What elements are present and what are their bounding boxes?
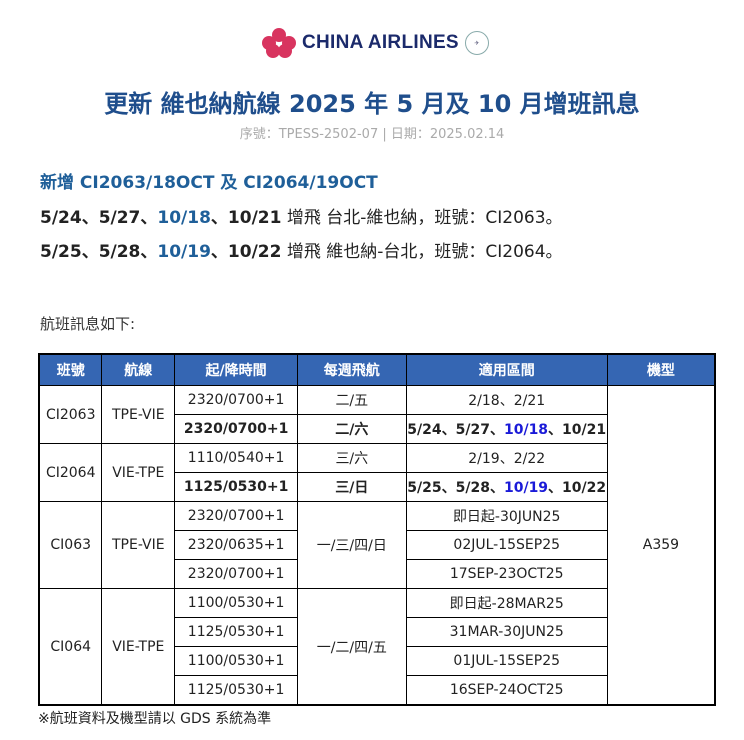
header-days: 每週飛航 (297, 353, 407, 386)
header-route: 航線 (101, 353, 176, 386)
table-row: 1100/0530+1 01JUL-15SEP25 (39, 646, 715, 676)
table-row: CI063 TPE-VIE 2320/0700+1 一/三/四/日 即日起-30… (38, 501, 715, 589)
table-row: 2320/0700+1 17SEP-23OCT25 (39, 559, 715, 589)
china-airlines-logo: CHINA AIRLINES ✈ (262, 28, 489, 58)
route-cell: TPE-VIE (101, 501, 176, 589)
days-cell: 二/六 (297, 414, 407, 444)
schedule-table: 班號 航線 起/降時間 每週飛航 適用區間 機型 CI2063 TPE-VIE … (38, 353, 716, 706)
plum-blossom-icon (262, 28, 296, 58)
period-cell: 01JUL-15SEP25 (405, 646, 608, 676)
table-row: CI064 VIE-TPE 1100/0530+1 一/二/四/五 即日起-28… (38, 588, 715, 706)
time-cell: 2320/0700+1 (174, 559, 299, 589)
flight-cell: CI064 (38, 588, 103, 706)
days-cell: 三/六 (297, 443, 407, 473)
time-cell: 1125/0530+1 (174, 472, 299, 502)
time-cell: 1100/0530+1 (174, 588, 299, 618)
period-cell: 即日起-28MAR25 (405, 588, 608, 618)
period-cell: 5/24、5/27、10/18、10/21 (405, 414, 608, 444)
period-cell: 02JUL-15SEP25 (405, 530, 608, 560)
flight-cell: CI063 (38, 501, 103, 589)
time-cell: 1110/0540+1 (174, 443, 299, 473)
table-row: 1125/0530+1 31MAR-30JUN25 (39, 617, 715, 647)
route-cell: VIE-TPE (101, 588, 176, 706)
added-flight-line: 5/25、5/28、10/19、10/22 增飛 維也納-台北，班號：CI206… (40, 242, 563, 262)
days-cell: 一/二/四/五 (297, 588, 407, 706)
time-cell: 1100/0530+1 (174, 646, 299, 676)
section-heading: 新增 CI2063/18OCT 及 CI2064/19OCT (40, 173, 378, 193)
header-time: 起/降時間 (174, 353, 299, 386)
flight-cell: CI2064 (38, 443, 103, 502)
header-flight: 班號 (38, 353, 103, 386)
route-cell: TPE-VIE (101, 385, 176, 444)
aircraft-cell: A359 (606, 385, 716, 706)
table-row: 1125/0530+1 16SEP-24OCT25 (39, 675, 715, 706)
skyteam-icon: ✈ (464, 31, 489, 55)
time-cell: 2320/0700+1 (174, 501, 299, 531)
subtitle: 序號：TPESS-2502-07 | 日期：2025.02.14 (239, 127, 505, 142)
time-cell: 1125/0530+1 (174, 617, 299, 647)
time-cell: 1125/0530+1 (174, 675, 299, 706)
time-cell: 2320/0700+1 (174, 414, 299, 444)
time-cell: 2320/0635+1 (174, 530, 299, 560)
days-cell: 三/日 (297, 472, 407, 502)
added-flight-line: 5/24、5/27、10/18、10/21 增飛 台北-維也納，班號：CI206… (40, 208, 563, 228)
time-cell: 2320/0700+1 (174, 385, 299, 415)
logo-text: CHINA AIRLINES (302, 32, 459, 53)
period-cell: 31MAR-30JUN25 (405, 617, 608, 647)
period-cell: 16SEP-24OCT25 (405, 675, 608, 706)
period-cell: 2/19、2/22 (405, 443, 608, 473)
table-row: CI2064 VIE-TPE 1110/0540+1 三/六 2/19、2/22 (38, 443, 715, 502)
intro-text: 航班訊息如下: (40, 315, 136, 333)
table-header: 班號 航線 起/降時間 每週飛航 適用區間 機型 (38, 353, 716, 386)
period-cell: 即日起-30JUN25 (405, 501, 608, 531)
header-aircraft: 機型 (606, 353, 716, 386)
period-cell: 17SEP-23OCT25 (405, 559, 608, 589)
days-cell: 二/五 (297, 385, 407, 415)
header-period: 適用區間 (405, 353, 608, 386)
page-title: 更新 維也納航線 2025 年 5 月及 10 月增班訊息 (104, 90, 640, 118)
table-row: CI2063 TPE-VIE 2320/0700+1 二/五 2/18、2/21… (38, 385, 716, 706)
period-cell: 5/25、5/28、10/19、10/22 (405, 472, 608, 502)
footnote: ※航班資料及機型請以 GDS 系統為準 (38, 711, 272, 727)
period-cell: 2/18、2/21 (405, 385, 608, 415)
days-cell: 一/三/四/日 (297, 501, 407, 589)
table-row: 1125/0530+1 三/日 5/25、5/28、10/19、10/22 (39, 472, 715, 502)
route-cell: VIE-TPE (101, 443, 176, 502)
table-row: 2320/0700+1 二/六 5/24、5/27、10/18、10/21 (39, 414, 715, 444)
flight-cell: CI2063 (38, 385, 103, 444)
